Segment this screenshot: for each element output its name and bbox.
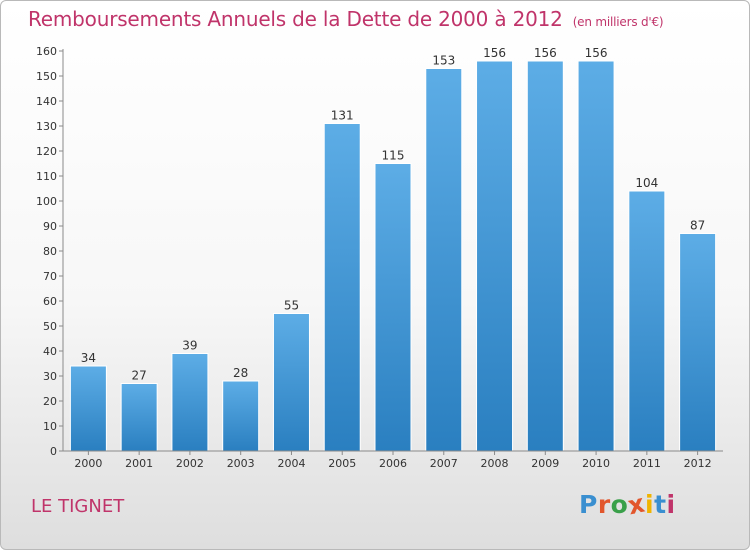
x-tick-label: 2007 xyxy=(430,457,458,470)
x-tick-label: 2012 xyxy=(684,457,712,470)
data-label: 34 xyxy=(81,351,96,365)
bar xyxy=(272,313,310,452)
x-tick-label: 2010 xyxy=(582,457,610,470)
x-tick-label: 2008 xyxy=(481,457,509,470)
y-tick-label: 110 xyxy=(36,170,57,183)
logo-letter: t xyxy=(654,490,667,519)
x-tick-label: 2002 xyxy=(176,457,204,470)
bar xyxy=(425,68,463,452)
bar xyxy=(171,353,209,452)
bar xyxy=(577,60,615,452)
y-tick-label: 30 xyxy=(43,370,57,383)
x-tick-label: 2009 xyxy=(531,457,559,470)
data-label: 28 xyxy=(233,366,248,380)
bar xyxy=(222,380,260,452)
data-label: 115 xyxy=(382,149,405,163)
y-tick-label: 130 xyxy=(36,120,57,133)
bars: 34 27 39 28 55 131 115 153 156 156 156 104 87 xyxy=(69,46,717,452)
bar xyxy=(323,123,361,452)
bar xyxy=(374,163,412,452)
data-label: 55 xyxy=(284,299,299,313)
bar xyxy=(628,190,666,452)
y-tick-label: 70 xyxy=(43,270,57,283)
logo-letter: i xyxy=(666,490,676,519)
y-tick-label: 150 xyxy=(36,70,57,83)
logo-letter: i xyxy=(645,490,655,519)
x-tick-label: 2006 xyxy=(379,457,407,470)
y-tick-label: 10 xyxy=(43,420,57,433)
data-label: 153 xyxy=(432,54,455,68)
y-tick-label: 50 xyxy=(43,320,57,333)
x-tick-label: 2001 xyxy=(125,457,153,470)
bar xyxy=(526,60,564,452)
data-label: 87 xyxy=(690,219,705,233)
y-tick-label: 120 xyxy=(36,145,57,158)
bar xyxy=(679,233,717,452)
x-tick-label: 2005 xyxy=(328,457,356,470)
data-label: 156 xyxy=(483,46,506,60)
y-tick-label: 40 xyxy=(43,345,57,358)
y-tick-label: 20 xyxy=(43,395,57,408)
data-label: 27 xyxy=(132,369,147,383)
logo-letter: o xyxy=(610,490,629,519)
commune-name: LE TIGNET xyxy=(31,496,125,517)
y-tick-label: 160 xyxy=(36,45,57,58)
x-tick-label: 2003 xyxy=(227,457,255,470)
x-tick-label: 2004 xyxy=(277,457,305,470)
proxiti-logo: Proxiti xyxy=(579,489,676,521)
y-tick-label: 90 xyxy=(43,220,57,233)
y-axis: 0 10 20 30 40 50 60 70 80 90 100 110 120 130 140 150 160 xyxy=(36,45,64,458)
data-label: 131 xyxy=(331,109,354,123)
data-label: 39 xyxy=(182,339,197,353)
x-axis: 2000 2001 2002 2003 2004 2005 2006 2007 2008 2009… xyxy=(63,450,723,470)
y-tick-label: 60 xyxy=(43,295,57,308)
bar xyxy=(69,365,107,452)
y-tick-label: 140 xyxy=(36,95,57,108)
bar xyxy=(120,383,158,452)
x-tick-label: 2011 xyxy=(633,457,661,470)
bar xyxy=(476,60,514,452)
y-tick-label: 80 xyxy=(43,245,57,258)
y-tick-label: 0 xyxy=(50,445,57,458)
data-label: 156 xyxy=(534,46,557,60)
chart-unit: (en milliers d'€) xyxy=(572,15,664,29)
logo-letter: P xyxy=(579,490,598,519)
x-tick-label: 2000 xyxy=(74,457,102,470)
chart-title-text: Remboursements Annuels de la Dette de 20… xyxy=(28,7,563,31)
y-tick-label: 100 xyxy=(36,195,57,208)
chart-title: Remboursements Annuels de la Dette de 20… xyxy=(28,7,664,31)
logo-letter: r xyxy=(597,490,611,519)
data-label: 104 xyxy=(635,176,658,190)
data-label: 156 xyxy=(585,46,608,60)
